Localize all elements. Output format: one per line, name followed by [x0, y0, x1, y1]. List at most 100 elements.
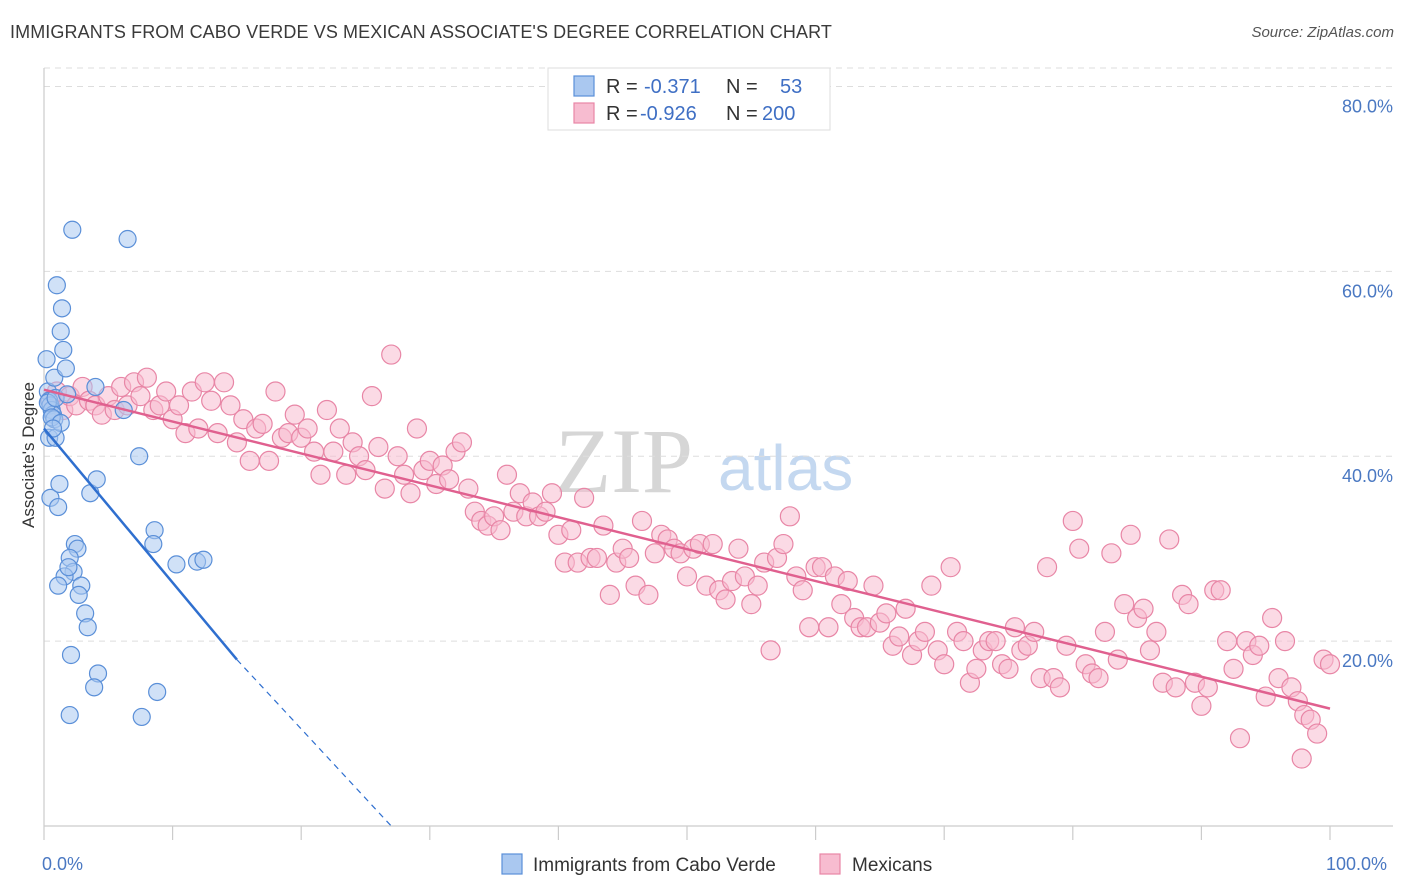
x-tick-label-100: 100.0%	[1326, 854, 1387, 874]
x-ticks	[43, 826, 1331, 840]
mexicans-point-112	[760, 640, 781, 661]
legend-swatch-pink	[573, 102, 595, 124]
cabo-verde-point-39	[167, 555, 186, 574]
mexicans-point-200	[1291, 748, 1312, 769]
mexicans-point-147	[985, 631, 1006, 652]
mexicans-point-27	[213, 372, 235, 393]
cabo-verde-point-50	[69, 585, 88, 605]
cabo-verde-point-22	[86, 377, 105, 397]
watermark: ZIP atlas	[555, 410, 853, 512]
cabo-verde-point-14	[56, 359, 75, 378]
mexicans-point-128	[863, 575, 884, 596]
mexicans-point-45	[329, 418, 350, 439]
cabo-verde-point-13	[54, 340, 73, 360]
chart-source: Source: ZipAtlas.com	[1251, 24, 1394, 41]
x-tick-label-0: 0.0%	[42, 854, 83, 874]
series-mexicans	[40, 344, 1341, 769]
mexicans-point-20	[168, 395, 190, 416]
cabo-verde-trend-line	[43, 427, 238, 661]
mexicans-point-18	[156, 381, 177, 402]
mexicans-point-85	[586, 547, 608, 569]
mexicans-point-157	[1049, 677, 1071, 698]
mexicans-point-117	[792, 580, 813, 601]
cabo-verde-trend-extension	[236, 659, 392, 827]
mexicans-point-109	[741, 594, 762, 615]
mexicans-point-137	[921, 575, 942, 596]
mexicans-point-185	[1229, 728, 1251, 749]
cabo-verde-point-16	[52, 299, 72, 318]
mexicans-point-115	[779, 506, 800, 527]
mexicans-point-170	[1133, 598, 1154, 619]
cabo-verde-point-21	[87, 470, 106, 489]
mexicans-point-38	[284, 404, 305, 425]
mexicans-point-78	[541, 483, 563, 504]
cabo-verde-point-43	[60, 705, 79, 725]
mexicans-point-42	[310, 464, 331, 485]
bottom-legend-swatch-blue	[501, 853, 523, 875]
mexicans-point-168	[1120, 524, 1141, 545]
mexicans-point-153	[1024, 621, 1045, 642]
bottom-legend: Immigrants from Cabo Verde Mexicans	[501, 853, 932, 876]
mexicans-point-118	[799, 617, 820, 638]
mexicans-point-99	[676, 566, 698, 587]
mexicans-point-174	[1159, 529, 1180, 550]
mexicans-point-28	[220, 395, 241, 416]
mexicans-point-57	[406, 418, 428, 439]
y-tick-label-60: 60.0%	[1342, 281, 1393, 301]
mexicans-point-166	[1107, 649, 1128, 670]
bottom-legend-swatch-pink	[819, 853, 841, 875]
mexicans-point-197	[1307, 723, 1328, 744]
mexicans-point-107	[728, 538, 749, 559]
cabo-verde-point-42	[148, 682, 167, 702]
y-tick-labels: 20.0% 40.0% 60.0% 80.0%	[1342, 96, 1393, 671]
cabo-verde-point-36	[85, 678, 104, 697]
mexicans-point-192	[1274, 631, 1296, 652]
mexicans-point-52	[374, 478, 395, 499]
mexicans-point-184	[1223, 658, 1244, 679]
mexicans-point-121	[818, 617, 839, 638]
bottom-legend-label-mexicans: Mexicans	[852, 855, 932, 876]
mexicans-point-24	[194, 372, 215, 393]
cabo-verde-point-15	[51, 322, 70, 341]
mexicans-point-149	[998, 658, 1019, 679]
mexicans-point-51	[368, 436, 389, 458]
mexicans-point-182	[1210, 580, 1231, 601]
legend: R = -0.371 N = 53 R = -0.926 N = 200	[547, 67, 831, 131]
mexicans-point-171	[1139, 640, 1161, 661]
legend-n-label-1: N =	[726, 103, 758, 125]
mexicans-point-175	[1165, 677, 1186, 698]
mexicans-point-25	[201, 390, 222, 411]
mexicans-point-160	[1069, 538, 1090, 559]
grid-lines	[44, 67, 1393, 642]
legend-swatch-blue	[573, 75, 595, 97]
cabo-verde-point-38	[144, 534, 163, 554]
cabo-verde-point-24	[130, 447, 149, 466]
mexicans-point-94	[644, 543, 665, 564]
mexicans-point-159	[1062, 510, 1083, 532]
mexicans-point-167	[1114, 594, 1135, 615]
legend-r-label-0: R =	[606, 76, 638, 98]
mexicans-point-139	[934, 654, 955, 675]
legend-n-value-0: 53	[780, 76, 802, 98]
mexicans-point-93	[638, 584, 659, 606]
mexicans-point-150	[1004, 617, 1026, 638]
mexicans-point-64	[451, 432, 473, 453]
mexicans-point-14	[130, 386, 151, 407]
mexicans-point-123	[831, 594, 852, 615]
mexicans-point-44	[323, 441, 344, 462]
y-tick-label-80: 80.0%	[1342, 96, 1393, 116]
series-cabo-verde	[37, 220, 213, 727]
legend-r-value-0: -0.371	[644, 76, 701, 98]
mexicans-point-199	[1319, 654, 1341, 675]
mexicans-point-92	[631, 510, 653, 532]
cabo-verde-point-18	[63, 220, 82, 239]
cabo-verde-point-10	[49, 497, 68, 517]
cabo-verde-point-52	[59, 558, 78, 577]
mexicans-point-163	[1088, 667, 1109, 689]
mexicans-point-172	[1146, 621, 1167, 642]
mexicans-point-124	[837, 570, 858, 592]
mexicans-point-43	[316, 399, 338, 421]
mexicans-point-144	[966, 658, 987, 679]
mexicans-point-31	[239, 450, 260, 471]
y-tick-label-40: 40.0%	[1342, 466, 1393, 486]
